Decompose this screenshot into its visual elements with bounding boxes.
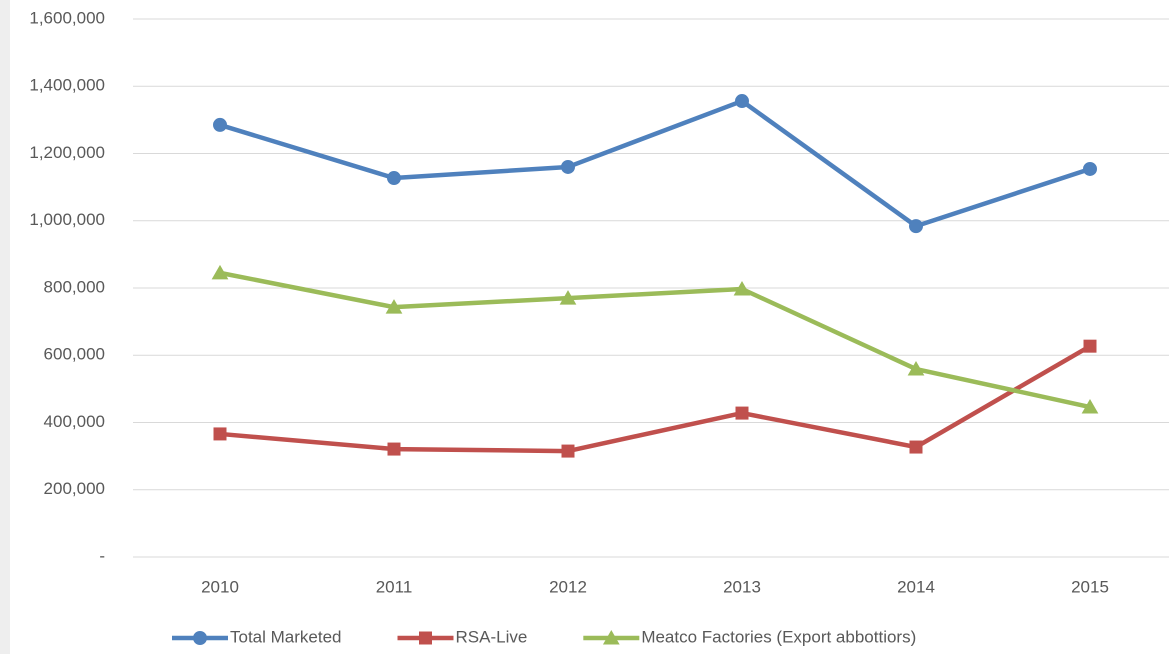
marker [733, 281, 751, 296]
y-tick-label: 1,000,000 [29, 210, 105, 229]
series-line [219, 98, 1091, 229]
marker [419, 631, 432, 645]
marker [602, 629, 620, 645]
y-tick-label: - [99, 546, 105, 565]
y-tick-label: 200,000 [44, 479, 105, 498]
y-tick-label: 600,000 [44, 345, 105, 364]
marker [909, 440, 923, 454]
x-tick-label: 2011 [376, 577, 413, 596]
marker [561, 159, 575, 174]
x-tick-label: 2010 [201, 577, 239, 596]
y-tick-label: 1,200,000 [29, 143, 105, 162]
marker [1083, 161, 1097, 176]
y-tick-label: 1,400,000 [29, 76, 105, 95]
marker [561, 444, 575, 458]
y-tick-label: 400,000 [44, 412, 105, 431]
marker [559, 290, 577, 305]
legend-label: Total Marketed [230, 627, 342, 646]
legend-label: RSA-Live [456, 627, 528, 646]
marker [213, 117, 227, 132]
left-edge [0, 0, 10, 654]
marker [387, 442, 401, 456]
marker [193, 631, 207, 645]
marker [387, 171, 401, 186]
x-tick-label: 2015 [1071, 577, 1109, 596]
series-line [219, 270, 1091, 410]
marker [1081, 399, 1099, 414]
x-tick-label: 2012 [549, 577, 587, 596]
y-tick-label: 1,600,000 [29, 8, 105, 27]
marker [1083, 339, 1097, 353]
y-tick-label: 800,000 [44, 277, 105, 296]
x-tick-label: 2014 [897, 577, 935, 596]
x-tick-label: 2013 [723, 577, 761, 596]
marker [907, 361, 925, 376]
marker [213, 427, 227, 441]
series-line [219, 344, 1092, 454]
legend-label: Meatco Factories (Export abbottiors) [641, 627, 916, 646]
marker [385, 299, 403, 314]
marker [735, 406, 749, 420]
marker [211, 264, 229, 280]
marker [909, 219, 923, 234]
marker [735, 94, 749, 109]
